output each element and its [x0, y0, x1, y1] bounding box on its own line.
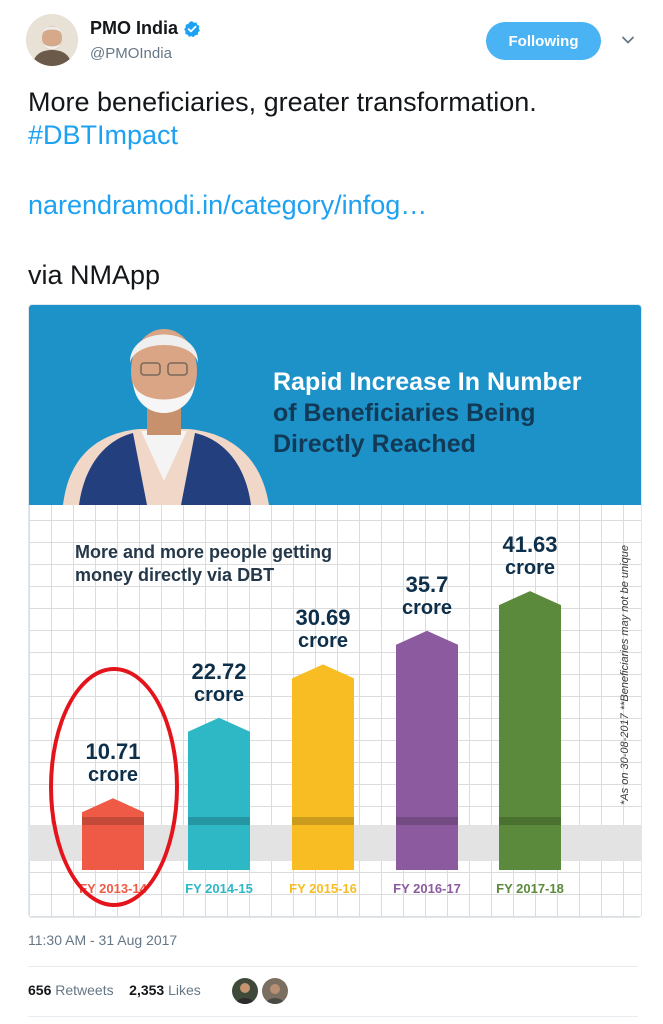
subtitle-line: money directly via DBT — [75, 565, 275, 585]
chart-subtitle: More and more people getting money direc… — [75, 541, 332, 587]
divider — [28, 1016, 638, 1017]
bar-fy-2014-15 — [188, 717, 250, 870]
headline-line: of Beneficiaries Being — [273, 399, 536, 427]
bar-fy-2015-16 — [292, 664, 354, 870]
avatar[interactable] — [26, 14, 78, 66]
infographic-headline: Rapid Increase In Number of Beneficiarie… — [273, 367, 581, 460]
value-unit: crore — [297, 630, 349, 653]
verified-badge-icon — [184, 20, 200, 37]
category-label: FY 2014-15 — [185, 881, 253, 896]
value-number: 30.69 — [295, 605, 351, 631]
chevron-down-icon[interactable] — [620, 32, 636, 48]
infographic-banner: Rapid Increase In Number of Beneficiarie… — [29, 305, 641, 505]
tweet-line: More beneficiaries, greater transformati… — [28, 87, 537, 117]
value-unit: crore — [504, 557, 556, 580]
display-name[interactable]: PMO India — [90, 18, 179, 38]
headline-line: Rapid Increase In Number — [273, 368, 582, 396]
value-number: 41.63 — [502, 532, 558, 558]
retweets-label[interactable]: Retweets — [55, 982, 114, 998]
liker-avatar[interactable] — [262, 978, 288, 1004]
infographic-image[interactable]: Rapid Increase In Number of Beneficiarie… — [28, 304, 642, 918]
category-label: FY 2015-16 — [289, 881, 357, 896]
via-text: via NMApp — [28, 260, 161, 290]
value-unit: crore — [401, 596, 453, 619]
highlight-circle — [49, 667, 179, 907]
subtitle-line: More and more people getting — [75, 542, 333, 562]
likes-label[interactable]: Likes — [168, 982, 201, 998]
value-label: 30.69 crore — [273, 605, 373, 653]
likes-count[interactable]: 2,353 — [129, 982, 165, 998]
liker-avatar[interactable] — [232, 978, 258, 1004]
user-avatar — [26, 14, 78, 66]
liker-avatars — [232, 978, 288, 1004]
tweet-stats: 656 Retweets 2,353 Likes — [28, 982, 201, 998]
category-label: FY 2017-18 — [496, 881, 564, 896]
tweet-timestamp[interactable]: 11:30 AM - 31 Aug 2017 — [28, 932, 178, 948]
value-label: 22.72 crore — [169, 658, 269, 706]
value-unit: crore — [193, 683, 245, 706]
following-button[interactable]: Following — [486, 22, 601, 60]
value-number: 22.72 — [191, 658, 247, 684]
name-row: PMO India — [90, 18, 201, 39]
user-handle[interactable]: @PMOIndia — [90, 45, 172, 62]
portrait-illustration — [63, 329, 269, 505]
category-label: FY 2016-17 — [393, 881, 461, 896]
hashtag-link[interactable]: #DBTImpact — [28, 120, 179, 150]
headline-line: Directly Reached — [273, 430, 476, 458]
bar-fy-2017-18 — [499, 591, 561, 870]
value-label: 35.7 crore — [377, 571, 477, 619]
value-number: 35.7 — [405, 571, 449, 597]
divider — [28, 966, 638, 967]
url-link[interactable]: narendramodi.in/category/infog… — [28, 190, 428, 220]
retweets-count[interactable]: 656 — [28, 982, 52, 998]
bar-fy-2016-17 — [396, 630, 458, 870]
tweet-text: More beneficiaries, greater transformati… — [28, 86, 638, 292]
value-label: 41.63 crore — [480, 532, 580, 580]
